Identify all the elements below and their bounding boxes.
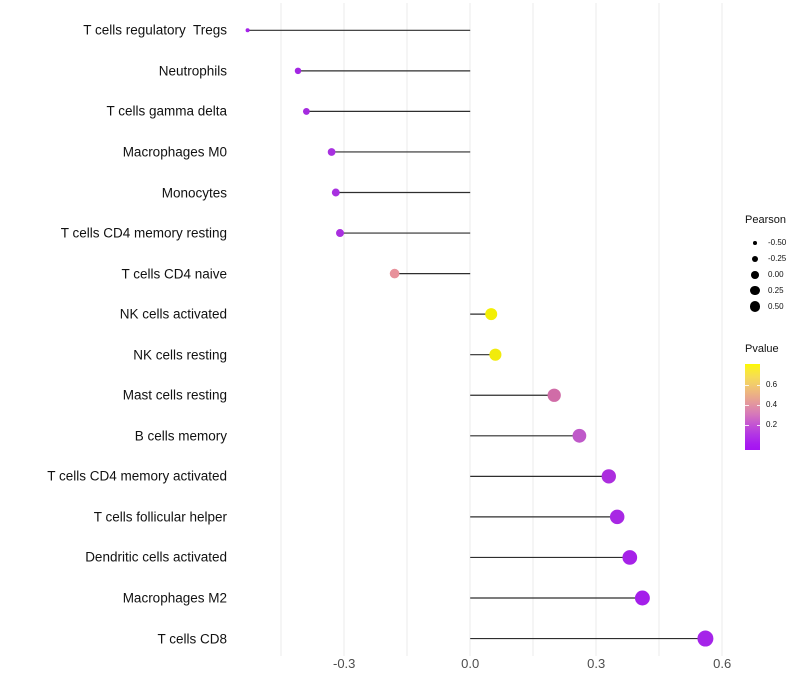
category-label: T cells follicular helper bbox=[93, 509, 227, 525]
legend-dot bbox=[751, 255, 759, 262]
colorbar-tick-mark bbox=[745, 424, 749, 426]
lollipop-dot bbox=[331, 188, 340, 197]
x-tick-label: 0.0 bbox=[461, 656, 480, 671]
x-tick-label: 0.6 bbox=[713, 656, 732, 671]
category-label: NK cells activated bbox=[119, 306, 227, 322]
colorbar-tick-label: 0.4 bbox=[766, 399, 778, 409]
size-legend-entries: -0.50 -0.25 0.00 0.25 0.50 bbox=[745, 235, 786, 314]
category-label: Macrophages M2 bbox=[122, 590, 227, 606]
legend-dot-cell bbox=[745, 301, 765, 312]
category-label: T cells gamma delta bbox=[106, 103, 227, 119]
pearson-size-legend: Pearson -0.50 -0.25 0.00 0.25 0.50 bbox=[745, 215, 786, 314]
size-legend-title: Pearson bbox=[745, 214, 786, 226]
pvalue-colorbar: 0.6 0.4 0.2 bbox=[745, 364, 777, 450]
colorbar-tick-mark bbox=[756, 404, 760, 406]
size-legend-entry: -0.50 bbox=[745, 235, 786, 251]
colorbar-tick-mark bbox=[745, 384, 749, 386]
lollipop-dot bbox=[485, 308, 498, 321]
legend-dot-cell bbox=[745, 241, 765, 245]
colorbar-tick-mark bbox=[745, 404, 749, 406]
lollipop-dot bbox=[547, 388, 561, 402]
lollipop-dot bbox=[489, 348, 502, 361]
legend-dot-cell bbox=[745, 255, 765, 262]
category-label: Mast cells resting bbox=[122, 387, 227, 403]
x-tick-label: -0.3 bbox=[332, 656, 356, 671]
category-label: B cells memory bbox=[134, 428, 227, 444]
size-legend-label: -0.50 bbox=[768, 237, 787, 247]
colorbar-tick-mark bbox=[756, 424, 760, 426]
category-label: T cells CD4 memory resting bbox=[60, 225, 227, 241]
legend-dot bbox=[751, 270, 759, 279]
lollipop-dot bbox=[302, 107, 310, 115]
size-legend-label: -0.25 bbox=[768, 253, 787, 263]
color-legend-title: Pvalue bbox=[745, 343, 779, 355]
x-tick-label: 0.3 bbox=[587, 656, 606, 671]
size-legend-entry: 0.00 bbox=[745, 267, 786, 283]
size-legend-entry: -0.25 bbox=[745, 251, 786, 267]
lollipop-dot bbox=[389, 268, 400, 279]
lollipop-dot bbox=[634, 590, 650, 606]
category-label: T cells CD8 bbox=[157, 630, 227, 646]
legend-dot bbox=[753, 241, 757, 245]
size-legend-label: 0.25 bbox=[768, 285, 784, 295]
lollipop-dot bbox=[622, 550, 638, 565]
lollipop-dot bbox=[327, 148, 336, 156]
colorbar-tick-mark bbox=[756, 384, 760, 386]
legend-dot bbox=[749, 301, 761, 312]
legend-dot bbox=[750, 286, 760, 296]
size-legend-label: 0.50 bbox=[768, 301, 784, 311]
category-label: Dendritic cells activated bbox=[85, 549, 227, 565]
pvalue-color-legend: Pvalue 0.6 0.4 0.2 bbox=[745, 344, 779, 450]
colorbar-tick-label: 0.2 bbox=[766, 419, 778, 429]
lollipop-dot bbox=[335, 229, 345, 238]
size-legend-entry: 0.50 bbox=[745, 299, 786, 315]
category-label: Monocytes bbox=[161, 184, 227, 200]
legend-dot-cell bbox=[745, 286, 765, 296]
category-label: T cells CD4 memory activated bbox=[47, 468, 227, 484]
lollipop-dot bbox=[697, 630, 714, 647]
size-legend-entry: 0.25 bbox=[745, 283, 786, 299]
lollipop-dot bbox=[294, 67, 302, 75]
lollipop-dot bbox=[609, 509, 625, 525]
legend-dot-cell bbox=[745, 270, 765, 279]
lollipop-dot bbox=[572, 428, 587, 443]
category-label: T cells CD4 naive bbox=[121, 265, 227, 281]
colorbar-tick-label: 0.6 bbox=[766, 379, 778, 389]
category-label: T cells regulatory Tregs bbox=[83, 22, 227, 38]
category-label: Macrophages M0 bbox=[122, 144, 227, 160]
category-label: NK cells resting bbox=[133, 346, 227, 362]
category-label: Neutrophils bbox=[158, 63, 227, 79]
size-legend-label: 0.00 bbox=[768, 269, 784, 279]
lollipop-dot bbox=[245, 28, 250, 33]
lollipop-dot bbox=[601, 469, 616, 484]
